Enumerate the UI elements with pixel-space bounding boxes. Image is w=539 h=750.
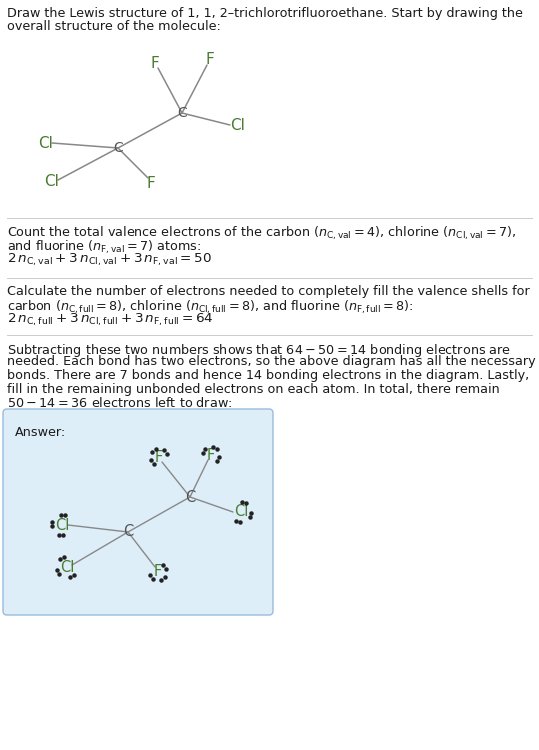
Text: Cl: Cl: [231, 118, 245, 133]
Text: Cl: Cl: [55, 518, 69, 532]
Text: C: C: [123, 524, 133, 539]
Text: F: F: [154, 565, 162, 580]
Text: fill in the remaining unbonded electrons on each atom. In total, there remain: fill in the remaining unbonded electrons…: [7, 382, 500, 395]
Text: Answer:: Answer:: [15, 426, 66, 439]
FancyBboxPatch shape: [3, 409, 273, 615]
Text: Cl: Cl: [60, 560, 74, 574]
Text: F: F: [207, 448, 215, 463]
Text: Cl: Cl: [234, 505, 248, 520]
Text: F: F: [205, 53, 215, 68]
Text: F: F: [150, 56, 160, 70]
Text: needed. Each bond has two electrons, so the above diagram has all the necessary: needed. Each bond has two electrons, so …: [7, 356, 536, 368]
Text: bonds. There are 7 bonds and hence 14 bonding electrons in the diagram. Lastly,: bonds. There are 7 bonds and hence 14 bo…: [7, 369, 529, 382]
Text: C: C: [113, 141, 123, 155]
Text: $2\,n_\mathregular{C,full} + 3\,n_\mathregular{Cl,full} + 3\,n_\mathregular{F,fu: $2\,n_\mathregular{C,full} + 3\,n_\mathr…: [7, 312, 213, 328]
Text: $2\,n_\mathregular{C,val} + 3\,n_\mathregular{Cl,val} + 3\,n_\mathregular{F,val}: $2\,n_\mathregular{C,val} + 3\,n_\mathre…: [7, 252, 212, 268]
Text: F: F: [155, 449, 163, 464]
Text: $50 - 14 = 36$ electrons left to draw:: $50 - 14 = 36$ electrons left to draw:: [7, 396, 232, 410]
Text: Calculate the number of electrons needed to completely fill the valence shells f: Calculate the number of electrons needed…: [7, 285, 530, 298]
Text: Subtracting these two numbers shows that $64 - 50 = 14$ bonding electrons are: Subtracting these two numbers shows that…: [7, 342, 511, 359]
Text: Count the total valence electrons of the carbon ($n_\mathregular{C,val} = 4$), c: Count the total valence electrons of the…: [7, 225, 516, 242]
Text: Cl: Cl: [45, 175, 59, 190]
Text: Draw the Lewis structure of 1, 1, 2–trichlorotrifluoroethane. Start by drawing t: Draw the Lewis structure of 1, 1, 2–tric…: [7, 7, 523, 20]
Text: and fluorine ($n_\mathregular{F,val} = 7$) atoms:: and fluorine ($n_\mathregular{F,val} = 7…: [7, 239, 202, 256]
Text: carbon ($n_\mathregular{C,full} = 8$), chlorine ($n_\mathregular{Cl,full} = 8$),: carbon ($n_\mathregular{C,full} = 8$), c…: [7, 299, 413, 316]
Text: C: C: [177, 106, 187, 120]
Text: Cl: Cl: [39, 136, 53, 151]
Text: C: C: [185, 490, 195, 505]
Text: overall structure of the molecule:: overall structure of the molecule:: [7, 20, 221, 33]
Text: F: F: [147, 176, 155, 190]
